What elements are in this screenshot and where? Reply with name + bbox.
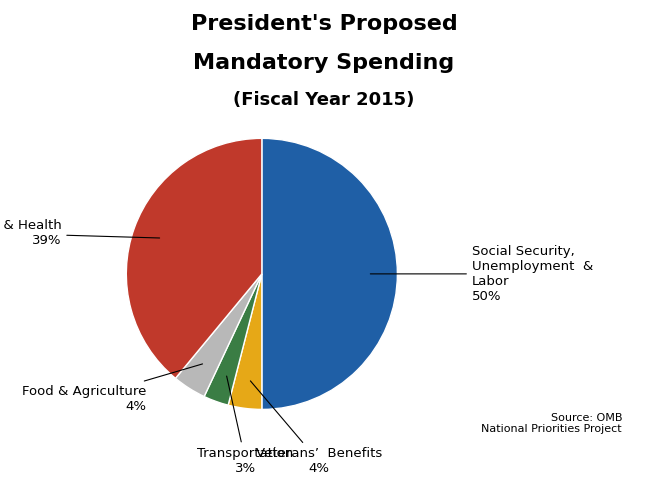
Text: Source: OMB
National Priorities Project: Source: OMB National Priorities Project <box>481 413 622 434</box>
Wedge shape <box>176 274 262 396</box>
Text: Food & Agriculture
4%: Food & Agriculture 4% <box>22 364 203 413</box>
Text: Mandatory Spending: Mandatory Spending <box>193 53 455 73</box>
Text: Social Security,
Unemployment  &
Labor
50%: Social Security, Unemployment & Labor 50… <box>371 245 593 303</box>
Text: Transportation
3%: Transportation 3% <box>198 376 294 475</box>
Wedge shape <box>262 138 397 409</box>
Wedge shape <box>204 274 262 405</box>
Text: President's Proposed: President's Proposed <box>191 14 457 35</box>
Wedge shape <box>126 138 262 378</box>
Text: Medicare  & Health
39%: Medicare & Health 39% <box>0 219 159 247</box>
Text: (Fiscal Year 2015): (Fiscal Year 2015) <box>233 91 415 109</box>
Text: Veterans’  Benefits
4%: Veterans’ Benefits 4% <box>250 381 382 475</box>
Wedge shape <box>228 274 262 409</box>
Text: © BY-NC: © BY-NC <box>526 452 576 462</box>
